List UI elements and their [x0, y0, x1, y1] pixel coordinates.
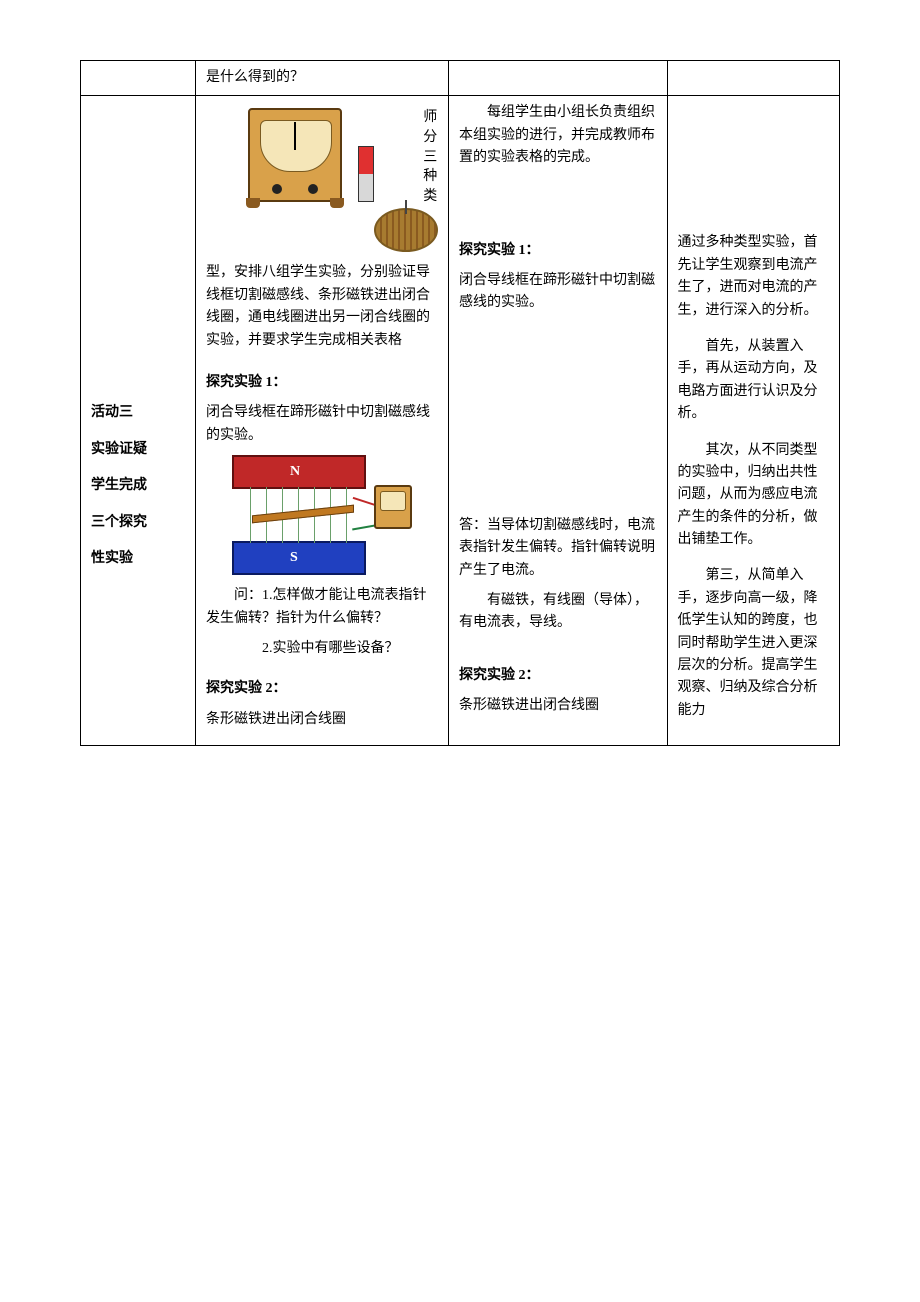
- intent-p1: 通过多种类型实验，首先让学生观察到电流产生了，进而对电流的产生，进行深入的分析。: [678, 232, 830, 322]
- exp1-body: 闭合导线框在蹄形磁针中切割磁感线的实验。: [206, 402, 438, 447]
- n-pole-label: N: [290, 461, 300, 483]
- cell-r1c2: 是什么得到的？: [196, 61, 449, 96]
- lesson-plan-table: 是什么得到的？ 活动三 实验证疑 学生完成 三个探究 性实验 师分三种类: [80, 60, 840, 746]
- stu-exp2-title: 探究实验 2：: [459, 665, 657, 687]
- activity-sub2: 学生完成: [91, 475, 185, 497]
- answer-2: 有磁铁，有线圈（导体），有电流表，导线。: [459, 590, 657, 635]
- stu-exp2-body: 条形磁铁进出闭合线圈: [459, 695, 657, 717]
- cell-activity-label: 活动三 实验证疑 学生完成 三个探究 性实验: [81, 96, 196, 746]
- intent-p4: 第三，从简单入手，逐步向高一级，降低学生认知的跨度，也同时帮助学生进入更深层次的…: [678, 565, 830, 722]
- figure-1-wrap: 师分三种类: [206, 108, 438, 262]
- bar-magnet-icon: [358, 146, 374, 202]
- exp2-title: 探究实验 2：: [206, 678, 438, 700]
- page: 是什么得到的？ 活动三 实验证疑 学生完成 三个探究 性实验 师分三种类: [0, 0, 920, 826]
- prev-question-tail: 是什么得到的？: [206, 70, 304, 85]
- exp1-title: 探究实验 1：: [206, 372, 438, 394]
- figure-2: N S: [206, 455, 438, 575]
- stu-exp1-title: 探究实验 1：: [459, 240, 657, 262]
- exp2-body: 条形磁铁进出闭合线圈: [206, 709, 438, 731]
- mini-meter-icon: [374, 485, 412, 529]
- cell-design-intent: 通过多种类型实验，首先让学生观察到电流产生了，进而对电流的产生，进行深入的分析。…: [667, 96, 840, 746]
- coil-icon: [374, 208, 438, 252]
- activity-sub3: 三个探究: [91, 512, 185, 534]
- activity-title: 活动三: [91, 402, 185, 424]
- activity-sub4: 性实验: [91, 548, 185, 570]
- figure-1: [206, 108, 438, 252]
- conductor-rod-icon: [252, 505, 354, 524]
- activity-sub1: 实验证疑: [91, 439, 185, 461]
- table-row: 活动三 实验证疑 学生完成 三个探究 性实验 师分三种类: [81, 96, 840, 746]
- teacher-arrangement: 型，安排八组学生实验，分别验证导线框切割磁感线、条形磁铁进出闭合线圈，通电线圈进…: [206, 262, 438, 352]
- table-row: 是什么得到的？: [81, 61, 840, 96]
- cell-r1c3: [449, 61, 668, 96]
- question-1: 问：1.怎样做才能让电流表指针发生偏转？指针为什么偏转？: [206, 585, 438, 630]
- answer-1: 答：当导体切割磁感线时，电流表指针发生偏转。指针偏转说明产生了电流。: [459, 515, 657, 582]
- cell-student-activity: 每组学生由小组长负责组织本组实验的进行，并完成教师布置的实验表格的完成。 探究实…: [449, 96, 668, 746]
- intent-p2: 首先，从装置入手，再从运动方向，及电路方面进行认识及分析。: [678, 336, 830, 426]
- student-org: 每组学生由小组长负责组织本组实验的进行，并完成教师布置的实验表格的完成。: [459, 102, 657, 169]
- galvanometer-icon: [248, 108, 342, 202]
- vertical-lead-text: 师分三种类: [423, 108, 438, 206]
- cell-teacher-activity: 师分三种类 型，安排八组学生实验，分别: [196, 96, 449, 746]
- intent-p3: 其次，从不同类型的实验中，归纳出共性问题，从而为感应电流产生的条件的分析，做出铺…: [678, 440, 830, 552]
- s-pole-label: S: [290, 547, 298, 569]
- stu-exp1-body: 闭合导线框在蹄形磁针中切割磁感线的实验。: [459, 270, 657, 315]
- cell-r1c4: [667, 61, 840, 96]
- question-2: 2.实验中有哪些设备？: [206, 638, 438, 660]
- cell-r1c1: [81, 61, 196, 96]
